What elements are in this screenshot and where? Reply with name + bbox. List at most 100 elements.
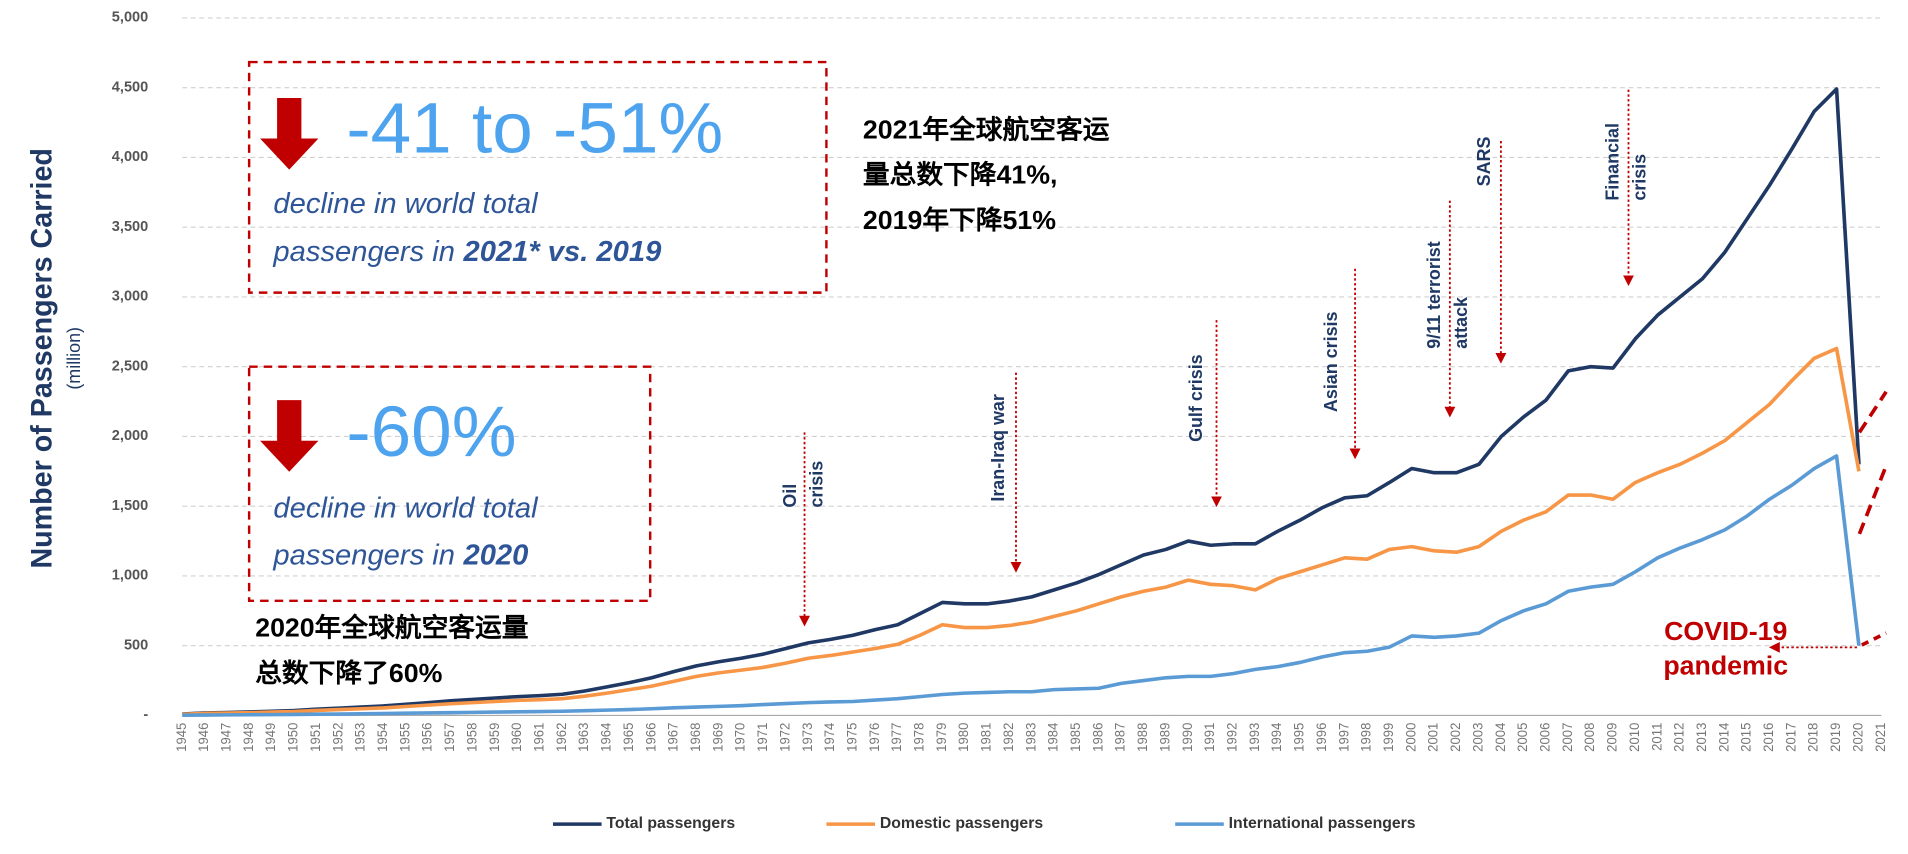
event-label: attack <box>1451 296 1471 349</box>
event-label: Gulf crisis <box>1186 354 1206 442</box>
x-tick-label: 1959 <box>487 723 502 752</box>
box-text: passengers in 2021* vs. 2019 <box>272 236 661 268</box>
event-label: crisis <box>1629 154 1649 201</box>
box-text: passengers in <box>272 236 455 268</box>
covid-label: pandemic <box>1663 651 1788 681</box>
x-tick-label: 2007 <box>1560 723 1575 752</box>
y-axis-title: Number of Passengers Carried <box>26 148 58 568</box>
x-tick-label: 1991 <box>1202 723 1217 752</box>
series-line <box>182 454 1861 717</box>
x-tick-label: 2006 <box>1537 723 1552 752</box>
y-tick-label: 500 <box>124 638 148 654</box>
event-label: Iran-Iraq war <box>988 394 1008 501</box>
series-line <box>182 87 1861 716</box>
headline: -41 to -51% <box>346 89 723 168</box>
x-tick-label: 2017 <box>1783 723 1798 752</box>
x-tick-label: 2013 <box>1694 723 1709 752</box>
projection <box>1861 631 1887 647</box>
legend-label: International passengers <box>1229 815 1416 832</box>
x-tick-label: 2008 <box>1582 723 1597 752</box>
x-tick-label: 1980 <box>956 723 971 752</box>
y-tick-label: 4,000 <box>112 149 148 165</box>
y-axis-unit: (million) <box>64 327 84 390</box>
note-cn: 2019年下降51% <box>863 205 1056 235</box>
x-tick-label: 1998 <box>1359 723 1374 752</box>
x-tick-label: 1993 <box>1247 723 1262 752</box>
x-tick-label: 1965 <box>621 723 636 752</box>
x-tick-label: 1974 <box>822 723 837 752</box>
x-tick-label: 1949 <box>263 723 278 752</box>
x-tick-label: 2009 <box>1604 723 1619 752</box>
x-tick-label: 1962 <box>554 723 569 752</box>
x-tick-label: 2010 <box>1627 723 1642 752</box>
x-tick-label: 2012 <box>1672 723 1687 752</box>
x-tick-label: 2018 <box>1806 723 1821 752</box>
box-text-bold: 2020 <box>462 539 528 571</box>
x-tick-label: 1984 <box>1046 723 1061 752</box>
note-cn: 量总数下降41%, <box>863 160 1058 190</box>
x-tick-label: 1995 <box>1291 723 1306 752</box>
down-arrow-icon <box>260 400 319 472</box>
y-tick-label: 2,500 <box>112 359 148 375</box>
x-tick-label: 1975 <box>844 723 859 752</box>
x-tick-label: 1956 <box>420 723 435 752</box>
x-tick-label: 1990 <box>1180 723 1195 752</box>
y-tick-label: - <box>143 707 148 723</box>
x-tick-label: 1999 <box>1381 723 1396 752</box>
x-tick-label: 1952 <box>330 723 345 752</box>
callout-box <box>247 60 828 294</box>
x-tick-label: 1968 <box>688 723 703 752</box>
x-tick-label: 1955 <box>397 723 412 752</box>
plot-root: - 500 1,000 1,500 2,000 2,500 3,000 3,500 4,000 4… <box>26 10 1888 832</box>
x-tick-label: 1953 <box>353 723 368 752</box>
x-tick-label: 2016 <box>1761 723 1776 752</box>
down-arrow-icon <box>260 97 319 170</box>
x-tick-label: 1978 <box>911 723 926 752</box>
y-tick-label: 1,500 <box>112 498 148 514</box>
x-tick-label: 1963 <box>576 723 591 752</box>
x-tick-label: 1977 <box>889 723 904 752</box>
x-tick-label: 2011 <box>1649 723 1664 751</box>
x-tick-label: 1960 <box>509 723 524 752</box>
event-label: Asian crisis <box>1321 312 1341 413</box>
x-tick-label: 2002 <box>1448 723 1463 752</box>
x-tick-label: 2004 <box>1493 723 1508 752</box>
box-text: passengers in 2020 <box>272 539 528 571</box>
note-cn: 2021年全球航空客运 <box>863 115 1110 145</box>
x-tick-label: 2005 <box>1515 723 1530 752</box>
x-tick-label: 1945 <box>174 723 189 752</box>
box-text: passengers in <box>272 539 455 571</box>
x-tick-label: 2019 <box>1828 723 1843 752</box>
y-tick-label: 4,500 <box>112 80 148 96</box>
x-tick-label: 1950 <box>285 723 300 752</box>
x-tick-label: 2000 <box>1403 723 1418 752</box>
x-tick-label: 1967 <box>666 723 681 752</box>
x-tick-label: 1981 <box>979 723 994 752</box>
callout-box <box>247 365 652 602</box>
x-tick-label: 1951 <box>308 723 323 752</box>
box-text: decline in world total <box>273 188 539 220</box>
note-cn: 总数下降了60% <box>255 658 442 688</box>
series-line <box>182 346 1861 717</box>
x-tick-label: 1970 <box>733 723 748 752</box>
x-tick-label: 1958 <box>464 723 479 752</box>
projection <box>1857 465 1888 535</box>
y-tick-label: 3,000 <box>112 289 148 305</box>
legend-label: Total passengers <box>606 815 735 832</box>
x-tick-label: 1969 <box>710 723 725 752</box>
event-label: Oil <box>780 484 800 508</box>
x-tick-label: 1961 <box>531 723 546 752</box>
x-tick-label: 1972 <box>777 723 792 752</box>
x-tick-label: 1988 <box>1135 723 1150 752</box>
headline: -60% <box>346 393 516 472</box>
x-tick-label: 2021 <box>1873 723 1888 752</box>
x-tick-label: 1986 <box>1090 723 1105 752</box>
x-tick-label: 2015 <box>1739 723 1754 752</box>
x-tick-label: 1946 <box>196 723 211 752</box>
x-tick-label: 1979 <box>934 723 949 752</box>
x-tick-label: 1987 <box>1113 723 1128 752</box>
x-tick-label: 1976 <box>867 723 882 752</box>
box-text-bold: 2021* vs. 2019 <box>462 236 661 268</box>
x-tick-label: 1971 <box>755 723 770 752</box>
